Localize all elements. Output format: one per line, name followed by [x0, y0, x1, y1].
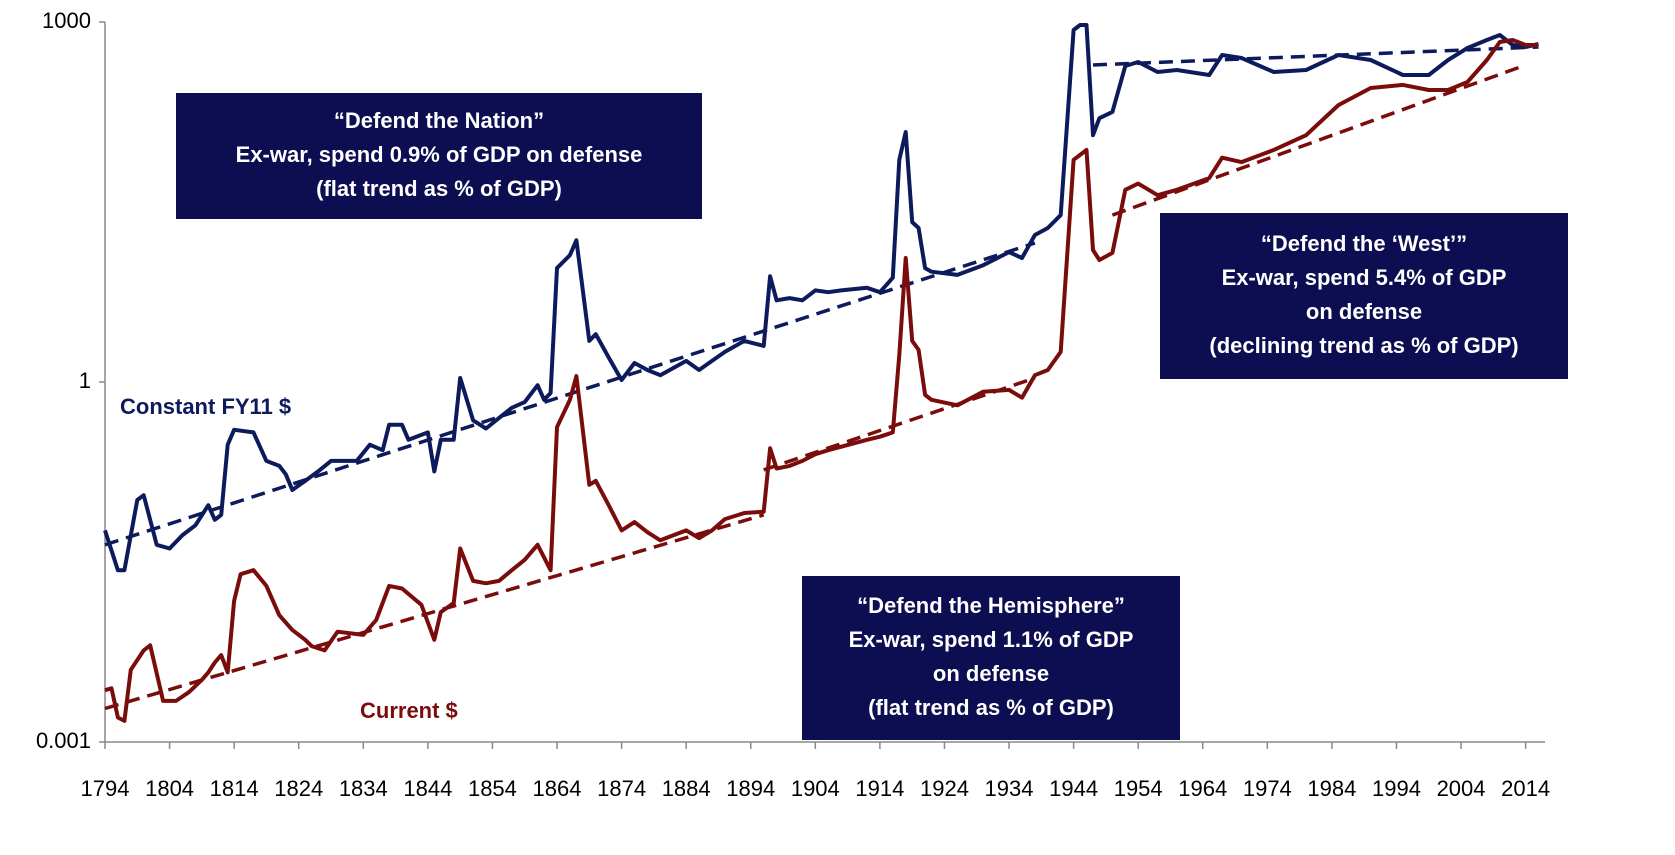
x-tick-label: 1804	[145, 776, 194, 801]
x-tick-label: 1864	[533, 776, 582, 801]
x-tick-label: 1894	[726, 776, 775, 801]
x-tick-label: 1994	[1372, 776, 1421, 801]
annotation-text: Ex-war, spend 0.9% of GDP on defense	[236, 142, 643, 167]
series-label: Current $	[360, 698, 458, 723]
x-tick-label: 1874	[597, 776, 646, 801]
annotation-text: Ex-war, spend 1.1% of GDP	[849, 627, 1134, 652]
series-line	[103, 23, 1539, 573]
x-tick-label: 1884	[662, 776, 711, 801]
series-line	[104, 38, 1539, 723]
x-tick-label: 1794	[81, 776, 130, 801]
x-tick-label: 1834	[339, 776, 388, 801]
annotation-text: on defense	[933, 661, 1049, 686]
x-tick-label: 2004	[1437, 776, 1486, 801]
annotation-text: Ex-war, spend 5.4% of GDP	[1222, 265, 1507, 290]
trend-line	[1092, 45, 1539, 67]
x-tick-label: 1964	[1178, 776, 1227, 801]
annotation-text: “Defend the Nation”	[334, 108, 544, 133]
y-tick-label: 1000	[42, 8, 91, 33]
x-tick-label: 1854	[468, 776, 517, 801]
annotation-box	[176, 93, 702, 219]
trend-line	[104, 513, 765, 711]
series-label: Constant FY11 $	[120, 394, 291, 419]
x-tick-label: 1844	[403, 776, 452, 801]
x-tick-label: 1944	[1049, 776, 1098, 801]
x-tick-label: 1904	[791, 776, 840, 801]
x-tick-label: 2014	[1501, 776, 1550, 801]
x-tick-label: 1974	[1243, 776, 1292, 801]
x-tick-label: 1954	[1114, 776, 1163, 801]
annotation-text: on defense	[1306, 299, 1422, 324]
annotation-text: “Defend the ‘West’”	[1261, 231, 1467, 256]
x-tick-label: 1984	[1307, 776, 1356, 801]
x-tick-label: 1914	[855, 776, 904, 801]
y-tick-label: 0.001	[36, 728, 91, 753]
y-tick-label: 1	[79, 368, 91, 393]
annotation-box	[802, 576, 1180, 740]
x-tick-label: 1814	[210, 776, 259, 801]
x-tick-label: 1924	[920, 776, 969, 801]
annotation-text: (flat trend as % of GDP)	[868, 695, 1114, 720]
annotation-text: (flat trend as % of GDP)	[316, 176, 562, 201]
annotation-text: “Defend the Hemisphere”	[857, 593, 1125, 618]
annotation-text: (declining trend as % of GDP)	[1209, 333, 1518, 358]
trend-line	[1111, 63, 1527, 217]
trend-line	[763, 376, 1036, 472]
x-tick-label: 1824	[274, 776, 323, 801]
annotation-box	[1160, 213, 1568, 379]
x-tick-label: 1934	[985, 776, 1034, 801]
